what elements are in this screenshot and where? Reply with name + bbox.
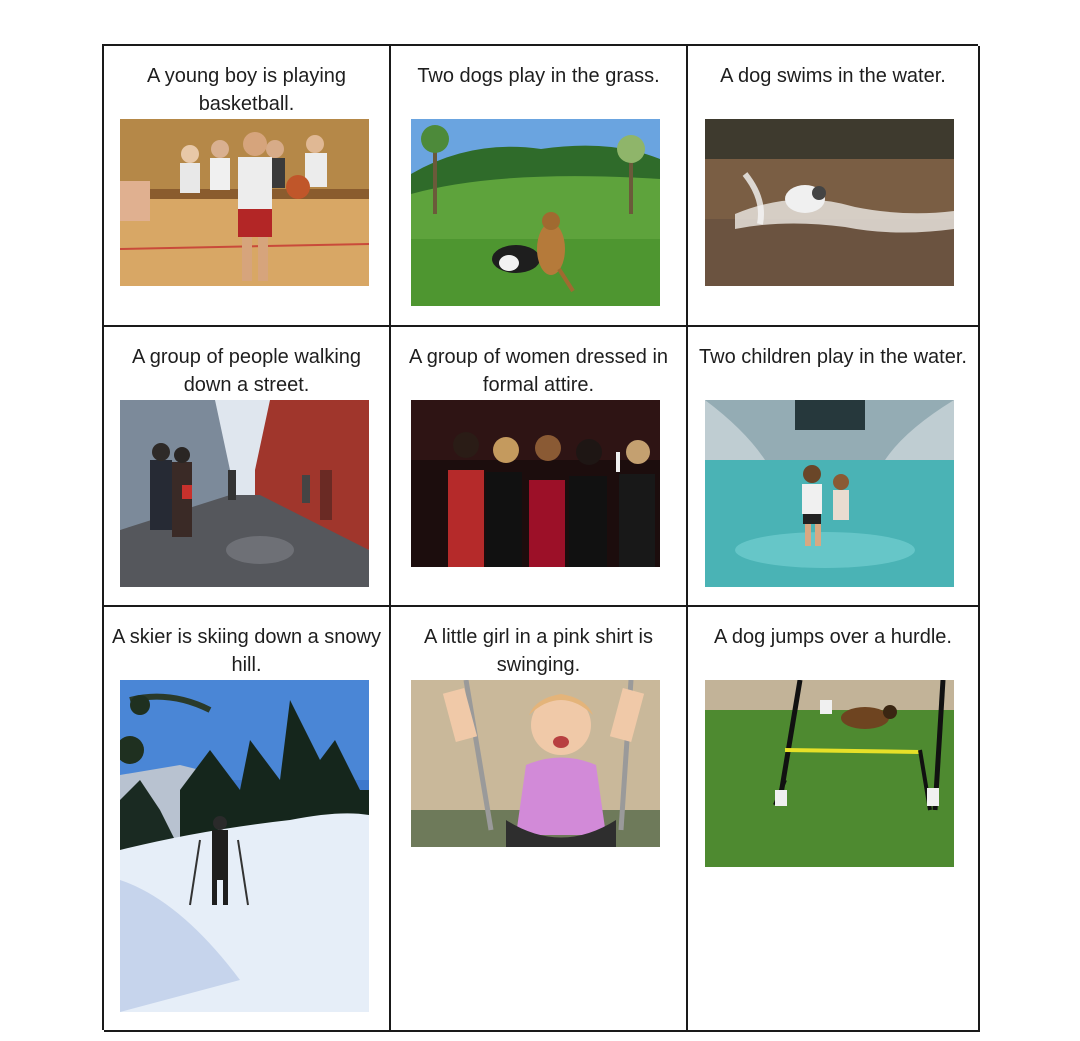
grid-card: Two children play in the water. xyxy=(688,327,980,607)
grid-card: A group of people walking down a street. xyxy=(104,327,391,607)
children-water-photo xyxy=(705,400,954,587)
card-caption: A young boy is playing basketball. xyxy=(146,65,347,115)
street-walkers-photo xyxy=(120,400,369,587)
dog-swimming-photo xyxy=(705,119,954,286)
dog-hurdle-photo xyxy=(705,680,954,867)
boy-basketball-photo xyxy=(120,119,369,286)
grid-card: A little girl in a pink shirt is swingin… xyxy=(391,607,688,1032)
card-caption: A dog swims in the water. xyxy=(720,65,946,87)
skier-snow-photo xyxy=(120,680,369,1012)
caption-image-grid: A young boy is playing basketball. xyxy=(102,44,980,1032)
card-caption: A group of people walking down a street. xyxy=(131,346,362,396)
card-caption: A dog jumps over a hurdle. xyxy=(714,626,952,648)
card-caption: A group of women dressed in formal attir… xyxy=(408,346,669,396)
card-caption: A little girl in a pink shirt is swingin… xyxy=(424,626,653,676)
girl-swing-photo xyxy=(411,680,660,847)
grid-card: A dog jumps over a hurdle. xyxy=(688,607,980,1032)
grid-card: A group of women dressed in formal attir… xyxy=(391,327,688,607)
grid-card: A skier is skiing down a snowy hill. xyxy=(104,607,391,1032)
formal-women-photo xyxy=(411,400,660,567)
card-caption: A skier is skiing down a snowy hill. xyxy=(111,626,381,676)
card-caption: Two dogs play in the grass. xyxy=(417,65,660,87)
dogs-grass-photo xyxy=(411,119,660,306)
grid-card: A young boy is playing basketball. xyxy=(104,46,391,327)
grid-card: Two dogs play in the grass. xyxy=(391,46,688,327)
grid-card: A dog swims in the water. xyxy=(688,46,980,327)
card-caption: Two children play in the water. xyxy=(699,346,967,368)
